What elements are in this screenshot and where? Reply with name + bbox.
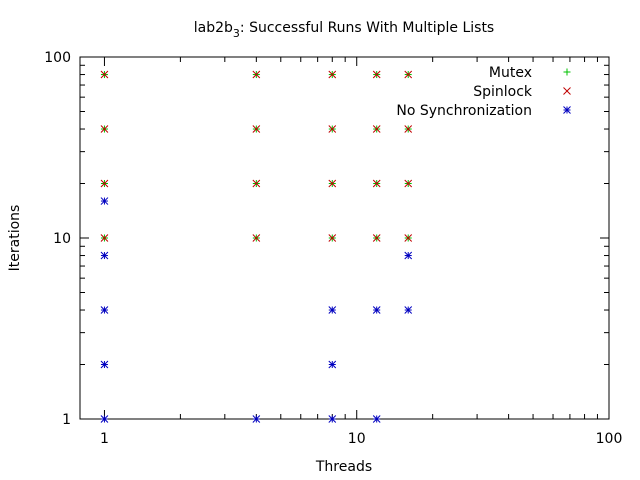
chart-title-main: lab2b [194,20,233,36]
x-tick-label: 100 [596,431,623,447]
data-point [372,234,381,242]
data-points [100,70,413,423]
x-tick-label: 1 [100,431,109,447]
y-axis-ticks: 1 10 100 [44,50,609,428]
legend-marker [563,106,571,114]
data-point [372,70,381,79]
data-point [100,197,109,205]
data-point [404,251,413,260]
data-point [372,125,381,133]
data-point [100,179,109,188]
data-point [252,70,261,79]
legend: Mutex Spinlock No Synchronization [396,65,571,119]
y-tick-label: 1 [62,412,71,428]
data-point [404,234,413,242]
x-axis-ticks: 1 10 100 [100,57,622,447]
data-point [100,234,109,242]
chart-title-rest: : Successful Runs With Multiple Lists [240,20,494,36]
data-point [404,70,413,79]
y-tick-label: 100 [44,50,71,66]
data-point [328,306,337,314]
y-tick-label: 10 [53,231,71,247]
legend-marker [563,87,571,95]
data-point [372,415,381,423]
series-spinlock [100,70,413,242]
data-point [252,415,261,423]
data-point [404,179,413,188]
legend-label: Mutex [489,65,532,81]
x-tick-label: 10 [348,431,366,447]
y-axis-label: Iterations [7,205,23,272]
data-point [328,234,337,242]
data-point [372,306,381,314]
chart-title-subscript: 3 [233,27,240,40]
data-point [328,70,337,79]
data-point [100,251,109,260]
data-point [404,125,413,133]
data-point [100,70,109,79]
data-point [328,360,337,369]
data-point [328,179,337,188]
data-point [100,306,109,314]
data-point [100,360,109,369]
legend-marker [563,68,571,76]
x-axis-label: Threads [315,459,372,475]
legend-label: Spinlock [473,84,533,100]
data-point [404,306,413,314]
data-point [372,179,381,188]
data-point [252,234,261,242]
series-no-synchronization [100,197,413,423]
data-point [100,415,109,423]
data-point [252,179,261,188]
legend-label: No Synchronization [396,103,532,119]
series-mutex [100,71,412,242]
data-point [328,415,337,423]
data-point [252,125,261,133]
data-point [328,125,337,133]
chart-title: lab2b3: Successful Runs With Multiple Li… [194,20,494,40]
data-point [100,125,109,133]
